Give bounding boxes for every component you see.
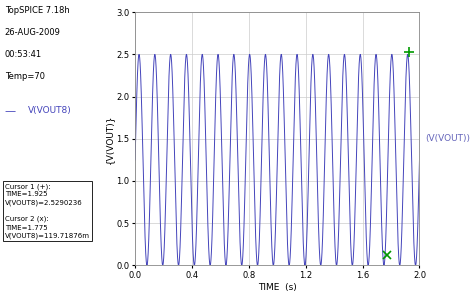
- Text: V(VOUT8): V(VOUT8): [27, 106, 71, 115]
- Text: TopSPICE 7.18h: TopSPICE 7.18h: [5, 6, 70, 15]
- Text: 26-AUG-2009: 26-AUG-2009: [5, 28, 61, 37]
- X-axis label: TIME  (s): TIME (s): [258, 283, 297, 292]
- Y-axis label: {V(VOUT)}: {V(VOUT)}: [104, 114, 113, 163]
- Text: (V(VOUT)): (V(VOUT)): [425, 134, 470, 143]
- Text: Temp=70: Temp=70: [5, 72, 45, 81]
- Text: —: —: [5, 106, 16, 116]
- Text: 00:53:41: 00:53:41: [5, 50, 42, 59]
- Text: Cursor 1 (+):
TIME=1.925
V(VOUT8)=2.5290236

Cursor 2 (x):
TIME=1.775
V(VOUT8)=1: Cursor 1 (+): TIME=1.925 V(VOUT8)=2.5290…: [5, 183, 90, 239]
